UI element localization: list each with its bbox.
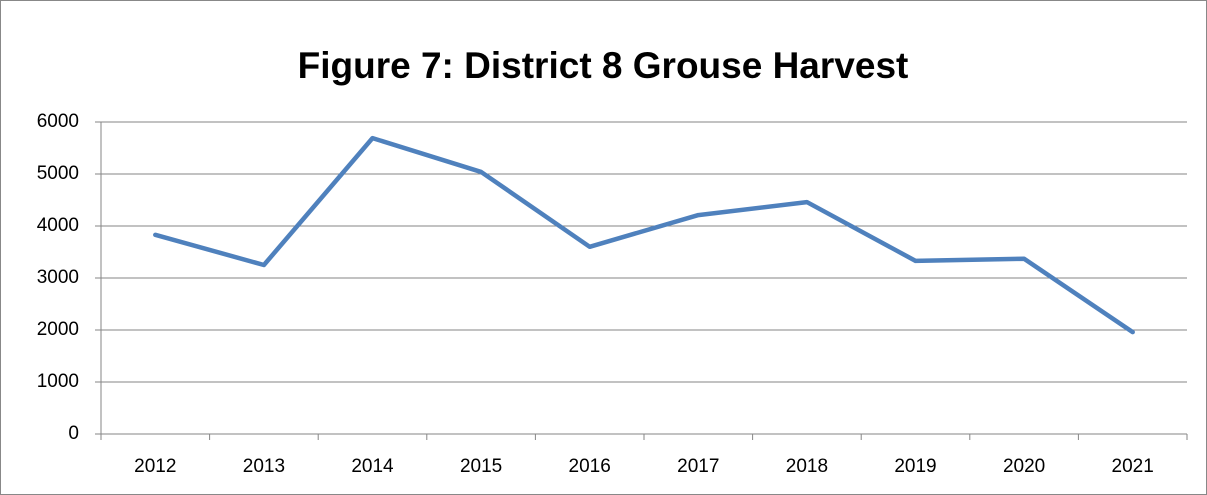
x-tick-label: 2021 xyxy=(1112,456,1154,477)
x-tick-label: 2013 xyxy=(243,456,285,477)
y-tick-label: 6000 xyxy=(37,111,79,132)
y-tick-label: 4000 xyxy=(37,215,79,236)
x-tick-label: 2017 xyxy=(677,456,719,477)
y-tick-label: 5000 xyxy=(37,163,79,184)
line-series xyxy=(153,135,1135,335)
x-tick-label: 2012 xyxy=(134,456,176,477)
x-tick-label: 2020 xyxy=(1003,456,1045,477)
y-tick-label: 0 xyxy=(68,423,79,444)
y-tick-label: 3000 xyxy=(37,267,79,288)
chart-title: Figure 7: District 8 Grouse Harvest xyxy=(298,45,909,86)
y-tick-label: 2000 xyxy=(37,319,79,340)
x-tick-label: 2018 xyxy=(786,456,828,477)
x-tick-label: 2015 xyxy=(460,456,502,477)
x-tick-label: 2019 xyxy=(894,456,936,477)
y-tick-label: 1000 xyxy=(37,371,79,392)
x-tick-label: 2014 xyxy=(351,456,394,477)
x-tick-label: 2016 xyxy=(569,456,611,477)
